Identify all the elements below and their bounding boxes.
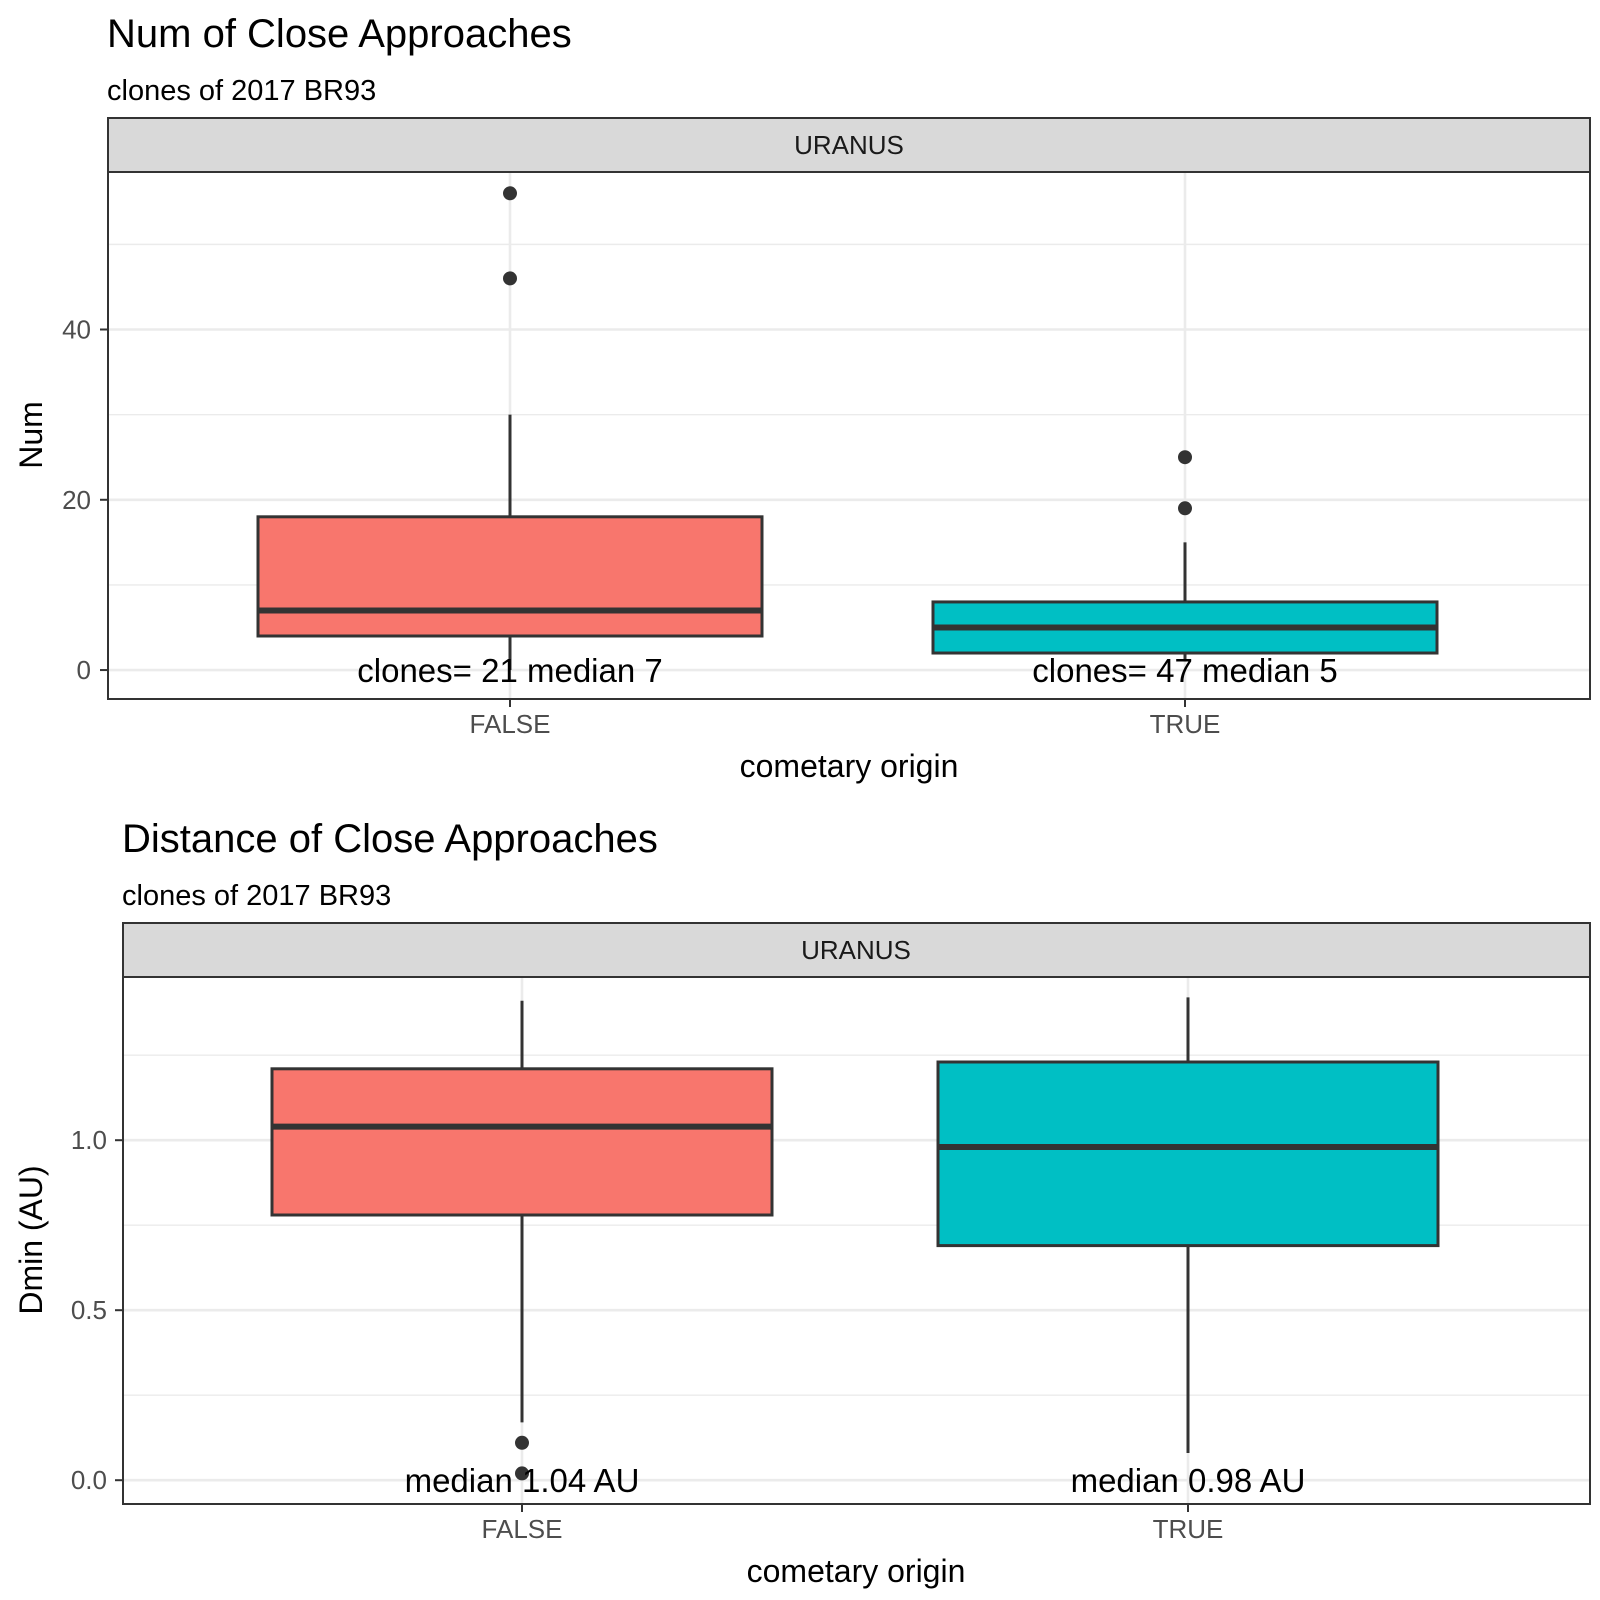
y-tick-label: 0 [77,655,91,685]
box-true [936,1060,1440,1248]
x-axis-ticks: FALSE TRUE [470,699,1221,739]
y-tick-label: 0.0 [71,1465,107,1495]
facet-strip-label: URANUS [794,130,904,160]
y-axis-label: Num [13,401,49,469]
x-tick-label: TRUE [1150,709,1221,739]
annotation-label: median 0.98 AU [1071,1462,1306,1499]
plot-panel-border [122,976,1591,1505]
outlier-point [515,1435,529,1450]
y-axis-ticks: 0.0 0.5 1.0 [71,1125,123,1495]
boxes [256,186,1439,671]
y-tick-label: 0.5 [71,1295,107,1325]
y-tick-label: 40 [62,315,91,345]
x-tick-label: FALSE [470,709,551,739]
x-axis-ticks: FALSE TRUE [482,1504,1224,1544]
chart-subtitle: clones of 2017 BR93 [122,880,391,912]
x-tick-label: FALSE [482,1514,563,1544]
x-tick-label: TRUE [1153,1514,1224,1544]
x-axis-label: cometary origin [747,1553,966,1589]
outlier-point [503,186,517,201]
annotations: median 1.04 AU median 0.98 AU [405,1462,1306,1499]
outlier-point [503,271,517,286]
facet-strip [122,922,1591,978]
annotations: clones= 21 median 7 clones= 47 median 5 [357,652,1337,689]
box-false [270,1067,774,1217]
x-axis-label: cometary origin [740,748,959,784]
outlier-point [515,1466,529,1481]
y-axis-ticks: 0 20 40 [62,315,108,685]
annotation-label: clones= 21 median 7 [357,652,662,689]
annotation-label: median 1.04 AU [405,1462,640,1499]
chart-title: Num of Close Approaches [107,12,572,56]
facet-strip-label: URANUS [801,935,911,965]
annotation-label: clones= 47 median 5 [1032,652,1337,689]
chart-subtitle: clones of 2017 BR93 [107,75,376,107]
outlier-point [1178,501,1192,516]
chart-num-close-approaches: Num of Close Approaches clones of 2017 B… [13,12,1591,784]
y-tick-label: 20 [62,485,91,515]
y-axis-label: Dmin (AU) [13,1165,49,1314]
chart-distance-close-approaches: Distance of Close Approaches clones of 2… [13,817,1591,1589]
y-tick-label: 1.0 [71,1125,107,1155]
box-false [256,515,764,638]
chart-title: Distance of Close Approaches [122,817,658,861]
outlier-point [1178,450,1192,465]
plot-panel-border [107,171,1591,700]
boxes [270,997,1440,1481]
